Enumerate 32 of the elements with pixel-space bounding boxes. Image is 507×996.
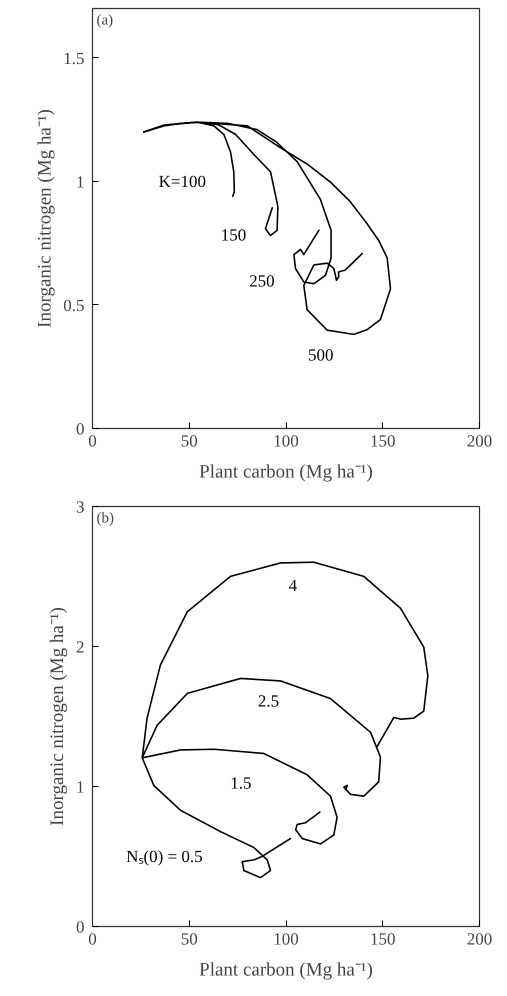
series-label: K=100 bbox=[158, 172, 206, 191]
series-label: 500 bbox=[308, 345, 334, 364]
x-tick-label: 100 bbox=[273, 432, 299, 450]
x-tick-label: 50 bbox=[180, 432, 198, 450]
y-tick-label: 0 bbox=[76, 918, 84, 936]
y-tick-label: 1.5 bbox=[63, 48, 84, 68]
y-tick-label: 1 bbox=[76, 778, 84, 796]
annotation: (b) bbox=[96, 510, 114, 526]
x-tick-label: 50 bbox=[180, 930, 198, 948]
x-tick-label: 150 bbox=[370, 432, 396, 450]
y-axis-title: Inorganic nitrogen (Mg ha⁻¹) bbox=[34, 109, 56, 328]
x-tick-label: 0 bbox=[88, 930, 97, 948]
series-label: 1.5 bbox=[230, 773, 252, 792]
series-label: 250 bbox=[249, 272, 275, 291]
x-tick-label: 100 bbox=[273, 930, 299, 948]
x-axis-title: Plant carbon (Mg ha⁻¹) bbox=[199, 462, 373, 482]
x-tick-label: 200 bbox=[466, 432, 492, 450]
series-label: 2.5 bbox=[258, 691, 280, 710]
series-label: 4 bbox=[288, 576, 298, 596]
x-axis-title: Plant carbon (Mg ha⁻¹) bbox=[199, 960, 373, 980]
y-tick-label: 0 bbox=[76, 420, 84, 438]
y-tick-label: 1 bbox=[76, 172, 84, 192]
y-tick-label: 3 bbox=[76, 498, 84, 516]
annotation: (a) bbox=[96, 12, 114, 28]
series-label: Nₛ(0) = 0.5 bbox=[126, 847, 203, 866]
y-tick-label: 2 bbox=[76, 638, 84, 656]
x-tick-label: 150 bbox=[370, 930, 396, 948]
series-label: 150 bbox=[220, 226, 246, 245]
x-tick-label: 200 bbox=[466, 930, 492, 948]
y-axis-title: Inorganic nitrogen (Mg ha⁻¹) bbox=[47, 607, 68, 826]
x-tick-label: 0 bbox=[88, 432, 97, 450]
y-tick-label: 0.5 bbox=[63, 296, 84, 315]
